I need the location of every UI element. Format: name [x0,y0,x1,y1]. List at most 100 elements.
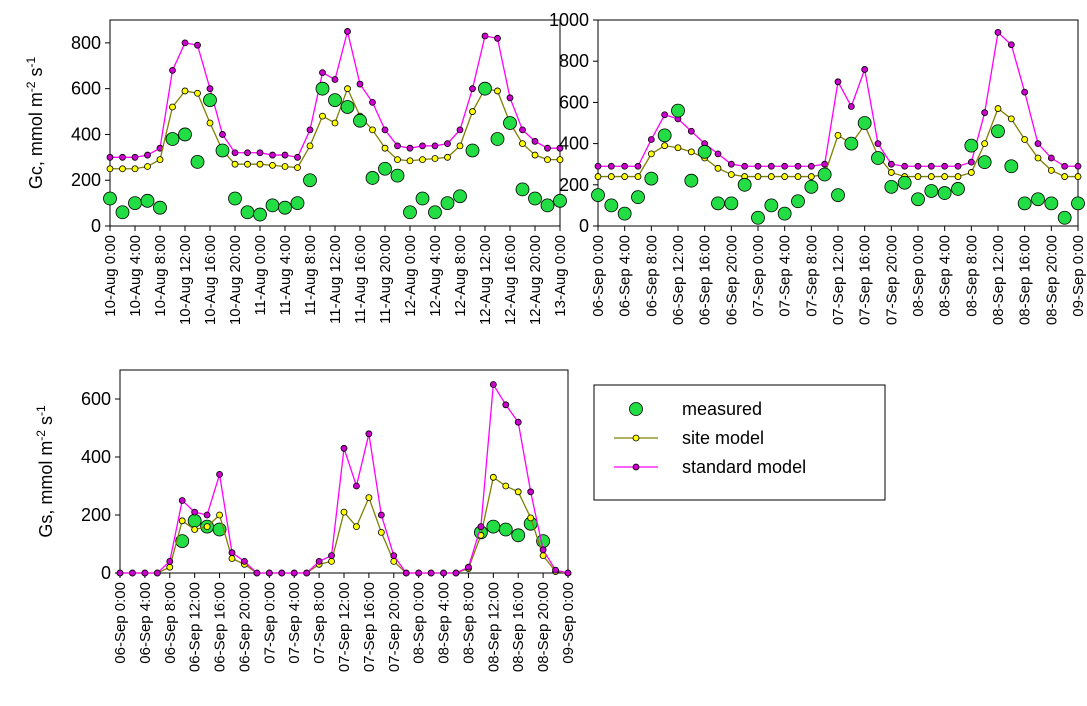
data-point [203,93,217,108]
data-point [1017,196,1032,211]
data-point [489,473,497,481]
data-point [303,173,317,188]
data-point [661,111,669,119]
data-point [402,569,410,577]
x-tick-label: 10-Aug 20:00 [227,235,244,325]
data-point [494,34,501,42]
data-point [927,162,935,170]
data-point [328,558,335,565]
y-tick-label: 1000 [549,10,589,30]
data-point [1034,140,1042,148]
data-point [724,196,739,211]
data-point [887,160,895,168]
data-point [340,508,348,516]
x-tick-label: 08-Sep 16:00 [510,582,527,672]
data-point [1007,41,1015,49]
data-point [515,182,530,197]
data-point [181,39,189,47]
data-point [169,66,176,74]
data-point [661,142,669,150]
data-point [514,418,522,426]
data-point [328,552,335,559]
data-point [166,558,174,565]
x-tick-label: 06-Sep 12:00 [187,582,204,672]
data-point [621,173,629,180]
data-point [428,205,442,220]
data-point [478,81,492,96]
data-point [684,173,699,188]
x-tick-label: 06-Sep 8:00 [643,235,660,317]
data-point [244,160,251,168]
data-point [594,162,602,170]
data-point [511,528,526,543]
data-point [544,144,551,152]
x-tick-label: 08-Sep 20:00 [535,582,552,672]
data-point [781,162,789,170]
data-point [1061,173,1069,180]
legend-marker [632,463,640,471]
x-tick-label: 06-Sep 20:00 [236,582,253,672]
data-point [431,142,439,150]
data-point [294,164,301,172]
data-point [365,430,373,438]
data-point [166,563,174,571]
data-point [215,143,230,158]
data-point [1004,159,1019,174]
data-point [175,534,190,548]
legend-marker [632,434,640,442]
data-point [781,173,789,180]
data-point [256,160,264,168]
data-point [169,103,176,111]
data-point [834,131,842,139]
data-point [187,513,202,528]
data-point [131,153,139,161]
x-tick-label: 06-Sep 16:00 [697,235,714,325]
data-point [206,119,214,127]
x-tick-label: 08-Sep 0:00 [910,235,927,317]
data-point [116,569,124,577]
data-point [777,206,792,221]
data-point [967,158,975,166]
data-point [465,143,480,158]
data-point [594,173,602,180]
data-point [714,164,722,172]
data-point [741,162,749,170]
data-point [727,171,735,178]
data-point [353,523,360,530]
data-point [519,126,526,134]
data-point [490,132,505,146]
y-tick-label: 800 [559,51,589,71]
data-point [181,87,189,95]
data-point [671,103,685,118]
data-point [981,109,989,117]
x-tick-label: 11-Aug 8:00 [302,235,319,316]
data-point [657,128,672,143]
y-tick-label: 600 [71,79,101,99]
data-point [871,151,885,165]
data-point [754,173,762,180]
data-point [531,151,539,159]
data-point [884,179,899,194]
y-tick-label: 600 [81,389,111,409]
data-point [1071,196,1085,211]
data-point [1074,173,1082,180]
data-point [937,186,952,200]
data-point [406,157,414,165]
data-point [556,144,564,152]
data-point [381,144,389,152]
data-point [502,401,510,409]
data-point [1057,210,1072,225]
data-point [453,189,467,204]
data-point [456,142,464,150]
data-point [456,126,464,134]
x-tick-label: 11-Aug 0:00 [252,235,269,316]
y-tick-label: 200 [81,505,111,525]
data-point [874,140,882,148]
x-tick-label: 10-Aug 12:00 [177,235,194,325]
x-tick-label: 06-Sep 0:00 [112,582,129,664]
data-point [941,173,949,180]
data-point [817,167,832,182]
data-point [265,198,280,213]
data-point [469,85,476,93]
data-point [564,569,572,577]
